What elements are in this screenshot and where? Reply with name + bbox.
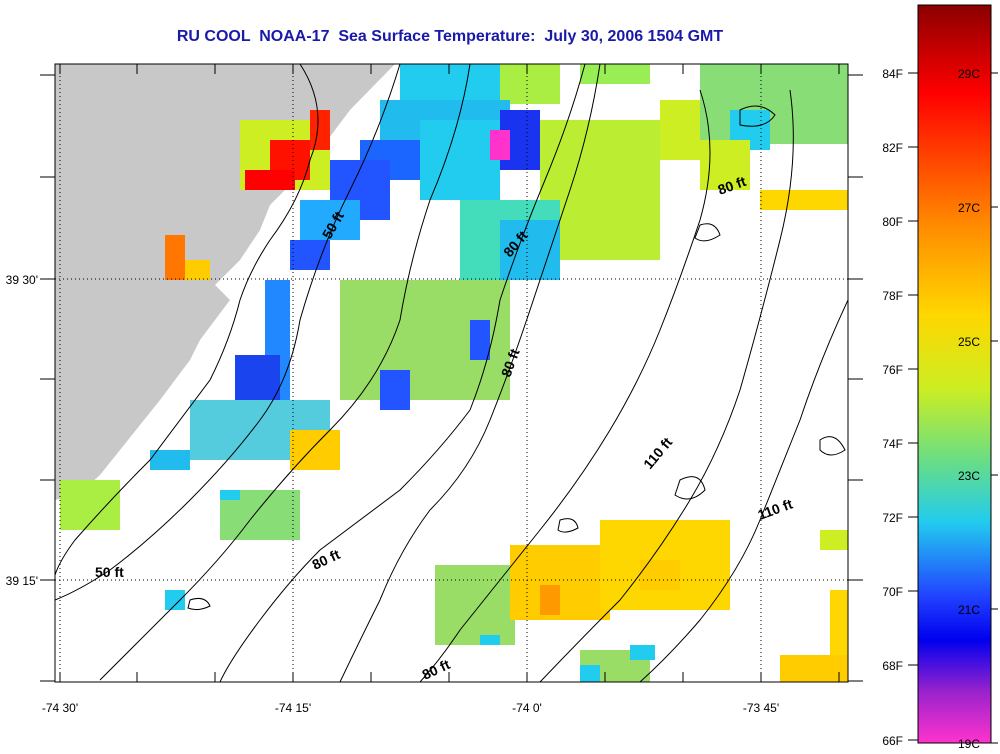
sst-pixel-block bbox=[245, 170, 295, 190]
colorbar-gradient bbox=[917, 4, 992, 744]
colorbar-f-label: 70F bbox=[882, 585, 903, 599]
sst-pixel-block bbox=[820, 530, 848, 550]
land-mass bbox=[55, 64, 395, 500]
colorbar-f-label: 66F bbox=[882, 734, 903, 748]
colorbar-f-label: 74F bbox=[882, 437, 903, 451]
colorbar-c-label: 29C bbox=[958, 67, 980, 81]
colorbar-f-label: 84F bbox=[882, 67, 903, 81]
sst-pixel-block bbox=[830, 590, 848, 660]
sst-pixel-block bbox=[380, 370, 410, 410]
sst-pixel-block bbox=[780, 655, 848, 682]
sst-pixel-block bbox=[760, 190, 848, 210]
contour-label: 50 ft bbox=[95, 564, 124, 580]
y-axis-label: 39 15' bbox=[6, 574, 38, 588]
colorbar-f-label: 76F bbox=[882, 363, 903, 377]
depth-contours bbox=[55, 64, 848, 682]
axis-ticks bbox=[40, 64, 863, 682]
colorbar-c-label: 25C bbox=[958, 335, 980, 349]
sst-pixel-block bbox=[185, 260, 210, 280]
sst-pixel-block bbox=[150, 450, 190, 470]
sst-pixel-block bbox=[235, 355, 280, 405]
colorbar-f-label: 80F bbox=[882, 215, 903, 229]
colorbar-f-label: 78F bbox=[882, 289, 903, 303]
sst-pixel-block bbox=[165, 235, 185, 280]
sst-pixel-block bbox=[500, 64, 560, 104]
sst-pixel-block bbox=[290, 240, 330, 270]
x-axis-label: -74 15' bbox=[275, 701, 311, 715]
colorbar-c-label: 23C bbox=[958, 469, 980, 483]
sst-pixel-block bbox=[400, 64, 500, 104]
colorbar-c-label: 21C bbox=[958, 603, 980, 617]
sst-pixel-block bbox=[540, 585, 560, 615]
sst-pixel-block bbox=[165, 590, 185, 610]
colorbar-f-label: 68F bbox=[882, 659, 903, 673]
sst-pixel-block bbox=[630, 645, 655, 660]
x-axis-label: -74 30' bbox=[42, 701, 78, 715]
sst-pixel-block bbox=[480, 635, 500, 645]
sst-pixel-block bbox=[220, 490, 240, 500]
sst-pixel-block bbox=[60, 480, 120, 530]
sst-pixel-block bbox=[700, 64, 848, 144]
lat-lon-grid bbox=[55, 64, 848, 682]
map-title: RU COOL NOAA-17 Sea Surface Temperature:… bbox=[176, 28, 724, 45]
x-axis-label: -74 0' bbox=[512, 701, 542, 715]
sst-pixel-block bbox=[310, 110, 330, 150]
colorbar-f-label: 82F bbox=[882, 141, 903, 155]
sst-pixel-block bbox=[470, 320, 490, 360]
sst-pixel-block bbox=[490, 130, 510, 160]
map-frame bbox=[54, 63, 849, 683]
y-axis-label: 39 30' bbox=[6, 273, 38, 287]
colorbar-f-label: 72F bbox=[882, 511, 903, 525]
sst-pixel-block bbox=[420, 120, 500, 200]
colorbar-c-label: 27C bbox=[958, 201, 980, 215]
x-axis-label: -73 45' bbox=[743, 701, 779, 715]
sst-pixel-block bbox=[580, 665, 600, 682]
colorbar-c-label: 19C bbox=[958, 737, 980, 751]
